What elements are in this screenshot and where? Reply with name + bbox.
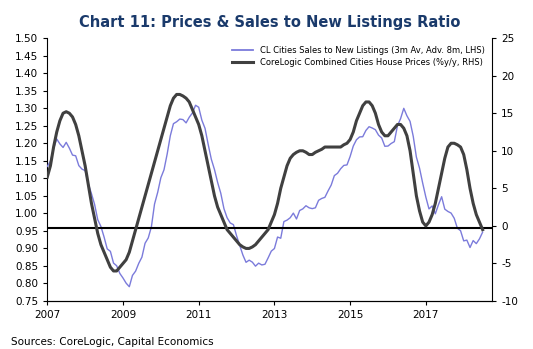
Legend: CL Cities Sales to New Listings (3m Av, Adv. 8m, LHS), CoreLogic Combined Cities: CL Cities Sales to New Listings (3m Av, … bbox=[229, 42, 488, 70]
Text: Sources: CoreLogic, Capital Economics: Sources: CoreLogic, Capital Economics bbox=[11, 337, 213, 347]
Title: Chart 11: Prices & Sales to New Listings Ratio: Chart 11: Prices & Sales to New Listings… bbox=[79, 15, 461, 30]
